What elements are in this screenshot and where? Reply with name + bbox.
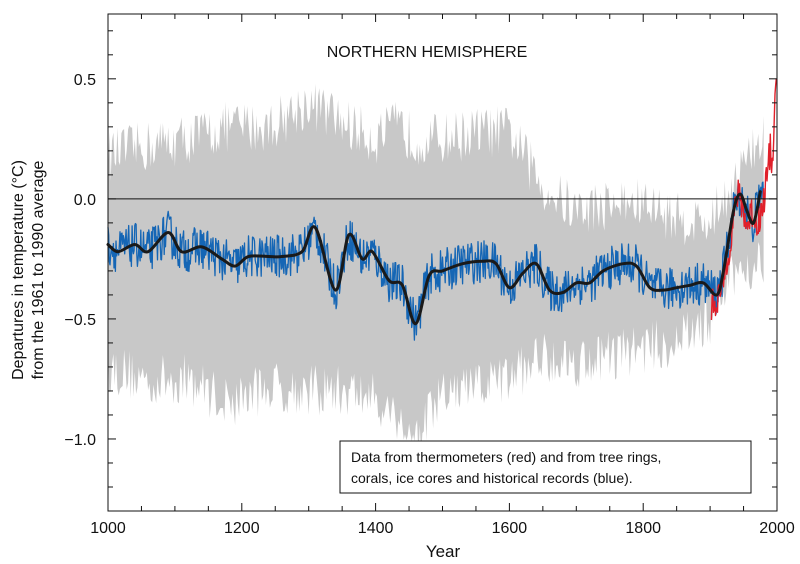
legend-box: Data from thermometers (red) and from tr…: [339, 440, 752, 494]
y-axis-title-line1: Departures in temperature (°C): [10, 160, 27, 380]
y-tick-label: 0.0: [74, 192, 96, 209]
series-layer: [106, 78, 777, 341]
y-tick-label: 0.5: [74, 72, 96, 89]
proxy-series-line: [107, 180, 765, 341]
y-axis-ticks: 0.5 0.0 −0.5 −1.0: [64, 30, 777, 512]
y-tick-label: −1.0: [64, 432, 96, 449]
chart-title: NORTHERN HEMISPHERE: [327, 44, 528, 61]
x-tick-label: 1200: [224, 520, 260, 537]
x-tick-label: 1600: [492, 520, 528, 537]
x-axis-ticks: 1000 1200 1400 1600 1800 2000: [90, 14, 795, 537]
x-tick-label: 1400: [358, 520, 394, 537]
x-tick-label: 2000: [759, 520, 795, 537]
smoothed-series-line: [106, 190, 762, 326]
y-axis-title: Departures in temperature (°C) from the …: [10, 160, 47, 380]
x-tick-label: 1800: [625, 520, 661, 537]
legend-frame: [339, 440, 752, 494]
x-tick-label: 1000: [90, 520, 126, 537]
y-axis-title-line2: from the 1961 to 1990 average: [30, 160, 47, 379]
x-axis-title: Year: [426, 542, 461, 561]
legend-text-line1: Data from thermometers (red) and from tr…: [351, 449, 661, 465]
y-tick-label: −0.5: [64, 312, 96, 329]
legend-text-line2: corals, ice cores and historical records…: [351, 470, 633, 486]
